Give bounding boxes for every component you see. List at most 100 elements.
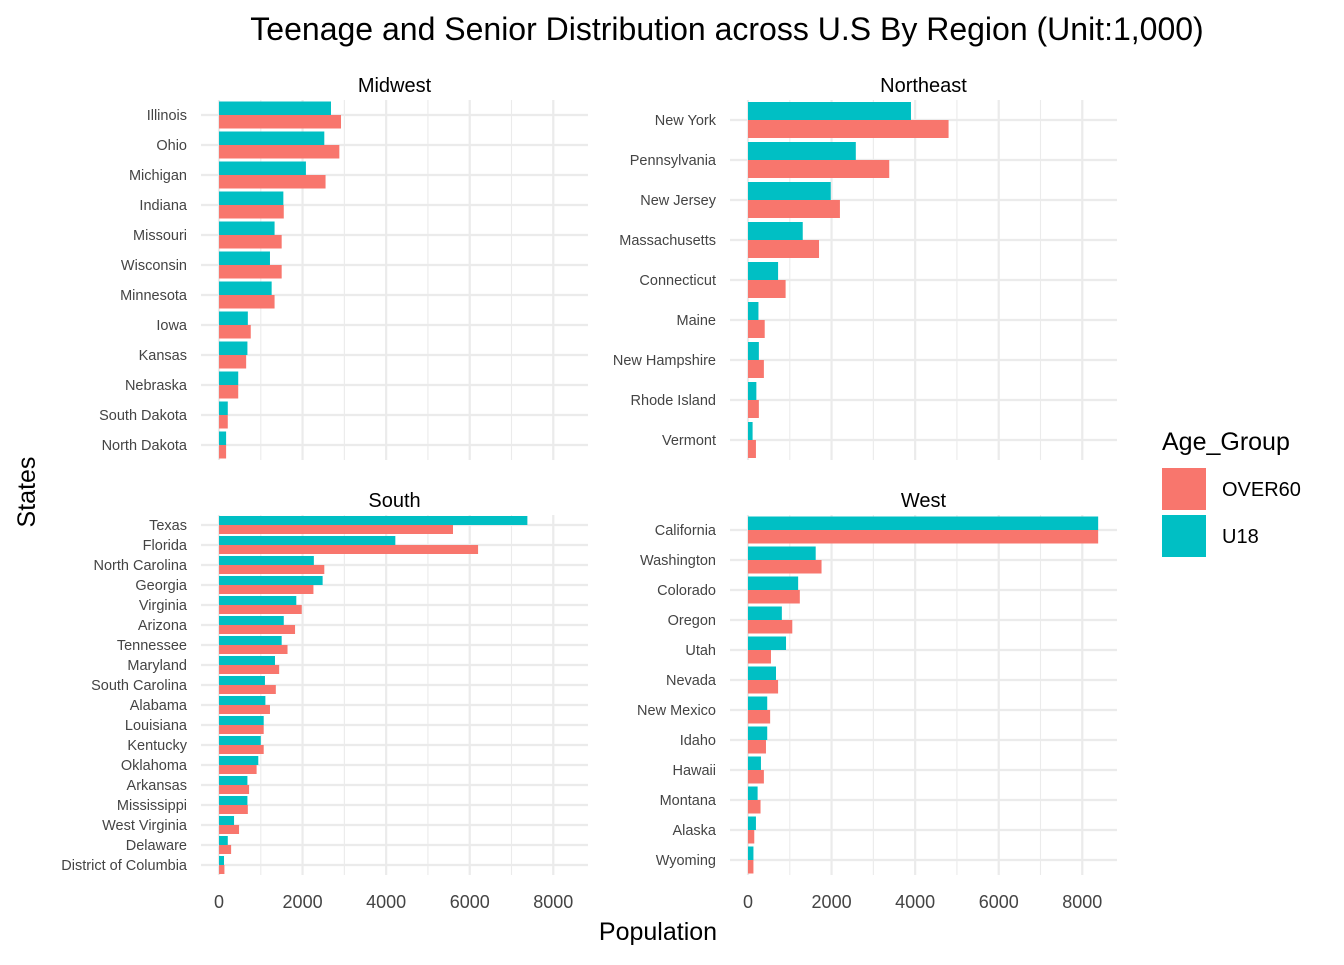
y-tick-label: Montana	[660, 793, 717, 809]
bar-over60-louisiana	[219, 725, 264, 734]
y-tick-label: Alabama	[130, 698, 188, 714]
bar-u18-ohio	[219, 131, 325, 145]
bar-over60-district-of-columbia	[219, 865, 225, 874]
bar-u18-tennessee	[219, 636, 282, 645]
y-tick-label: Nevada	[666, 673, 717, 689]
bar-u18-kansas	[219, 341, 248, 355]
bar-over60-nevada	[748, 680, 779, 694]
y-tick-label: Massachusetts	[619, 233, 716, 249]
bar-u18-michigan	[219, 161, 306, 175]
bar-over60-florida	[219, 545, 479, 554]
bar-over60-pennsylvania	[748, 160, 890, 178]
bar-u18-delaware	[219, 836, 228, 845]
bar-over60-north-carolina	[219, 565, 325, 574]
bar-over60-arizona	[219, 625, 296, 634]
bar-u18-california	[748, 516, 1099, 530]
bar-u18-oregon	[748, 606, 782, 620]
bar-over60-utah	[748, 650, 771, 664]
y-tick-label: Wyoming	[656, 853, 716, 869]
bar-u18-south-dakota	[219, 401, 228, 415]
bar-u18-iowa	[219, 311, 248, 325]
bar-u18-nebraska	[219, 371, 239, 385]
y-tick-label: Virginia	[139, 598, 188, 614]
bar-over60-wyoming	[748, 860, 754, 874]
bar-u18-kentucky	[219, 736, 261, 745]
panel-northeast: Northeast New York Pennsylvania New Jersey M…	[613, 75, 1117, 460]
bar-u18-washington	[748, 546, 816, 560]
bar-u18-connecticut	[748, 262, 779, 280]
y-axis-title: States	[13, 457, 41, 528]
bar-u18-montana	[748, 786, 758, 800]
bar-over60-delaware	[219, 845, 232, 854]
y-tick-label: West Virginia	[102, 818, 188, 834]
facet-panels: Midwest Illinois Ohio Michigan Indiana Missou…	[61, 75, 1117, 912]
bar-over60-missouri	[219, 235, 282, 249]
bar-over60-mississippi	[219, 805, 248, 814]
bar-u18-utah	[748, 636, 787, 650]
bar-u18-missouri	[219, 221, 275, 235]
bar-over60-ohio	[219, 145, 340, 159]
x-tick-label: 0	[743, 892, 753, 912]
panel-south: South Texas Florida North Carolina Georgia Vi…	[61, 490, 588, 912]
bar-u18-virginia	[219, 596, 297, 605]
bar-over60-south-carolina	[219, 685, 276, 694]
bar-u18-arkansas	[219, 776, 248, 785]
bar-u18-maine	[748, 302, 759, 320]
y-tick-label: Arizona	[138, 618, 188, 634]
bar-over60-hawaii	[748, 770, 764, 784]
x-tick-label: 4000	[366, 892, 406, 912]
bar-u18-alaska	[748, 816, 756, 830]
x-tick-label: 0	[214, 892, 224, 912]
bar-u18-oklahoma	[219, 756, 259, 765]
bar-u18-pennsylvania	[748, 142, 856, 160]
bar-u18-louisiana	[219, 716, 264, 725]
bar-u18-maryland	[219, 656, 275, 665]
bar-over60-west-virginia	[219, 825, 240, 834]
x-tick-label: 8000	[533, 892, 573, 912]
y-tick-label: Illinois	[147, 108, 187, 124]
bar-u18-florida	[219, 536, 396, 545]
y-tick-label: New Hampshire	[613, 353, 716, 369]
bar-u18-vermont	[748, 422, 753, 440]
y-tick-label: Delaware	[126, 838, 187, 854]
bar-u18-hawaii	[748, 756, 761, 770]
bar-over60-indiana	[219, 205, 284, 219]
bar-u18-indiana	[219, 191, 284, 205]
y-tick-label: Oregon	[668, 613, 716, 629]
bar-over60-iowa	[219, 325, 251, 339]
y-tick-label: Arkansas	[127, 778, 187, 794]
bar-u18-alabama	[219, 696, 266, 705]
bar-over60-tennessee	[219, 645, 288, 654]
bar-over60-massachusetts	[748, 240, 820, 258]
y-tick-label: Minnesota	[120, 288, 188, 304]
x-tick-label: 8000	[1062, 892, 1102, 912]
bar-u18-north-dakota	[219, 431, 227, 445]
bar-over60-connecticut	[748, 280, 786, 298]
y-tick-label: New Jersey	[640, 193, 716, 209]
bar-over60-illinois	[219, 115, 342, 129]
x-axis-title: Population	[599, 918, 717, 946]
y-tick-label: Washington	[640, 553, 716, 569]
bar-over60-idaho	[748, 740, 766, 754]
y-tick-label: Pennsylvania	[630, 153, 717, 169]
y-tick-label: Rhode Island	[631, 393, 716, 409]
y-tick-label: Kentucky	[127, 738, 187, 754]
y-tick-label: South Carolina	[91, 678, 188, 694]
bar-over60-colorado	[748, 590, 800, 604]
y-tick-label: Louisiana	[125, 718, 188, 734]
y-tick-label: New Mexico	[637, 703, 716, 719]
bar-over60-texas	[219, 525, 453, 534]
bar-u18-georgia	[219, 576, 323, 585]
y-tick-label: Michigan	[129, 168, 187, 184]
y-tick-label: Maryland	[127, 658, 187, 674]
bar-u18-mississippi	[219, 796, 248, 805]
y-tick-label: North Dakota	[102, 438, 188, 454]
y-tick-label: District of Columbia	[61, 858, 188, 874]
bar-u18-new-jersey	[748, 182, 831, 200]
y-tick-label: South Dakota	[99, 408, 188, 424]
x-tick-label: 6000	[450, 892, 490, 912]
y-tick-label: Georgia	[135, 578, 188, 594]
bar-u18-wisconsin	[219, 251, 270, 265]
bar-over60-georgia	[219, 585, 314, 594]
